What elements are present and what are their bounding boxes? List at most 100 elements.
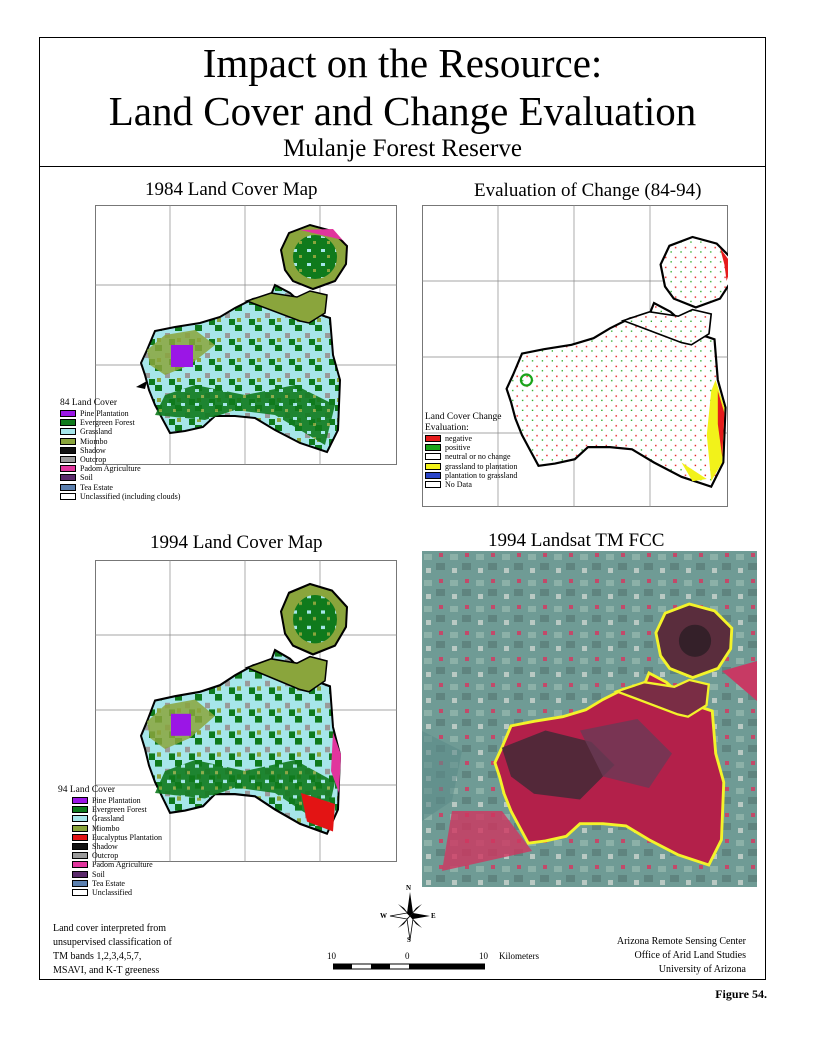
- legend-84-item: Unclassified (including clouds): [60, 492, 180, 501]
- legend-94-label: Eucalyptus Plantation: [92, 832, 162, 842]
- legend-change-swatch: [425, 435, 441, 443]
- legend-84-item: Tea Estate: [60, 483, 180, 492]
- legend-84-swatch: [60, 456, 76, 464]
- legend-94-swatch: [72, 879, 88, 887]
- legend-94-swatch: [72, 833, 88, 841]
- legend-94-item: Miombo: [72, 824, 162, 833]
- legend-94-item: Outcrop: [72, 851, 162, 860]
- note-line-2: unsupervised classification of: [53, 937, 172, 948]
- legend-change-swatch: [425, 481, 441, 489]
- legend-84-label: Unclassified (including clouds): [80, 491, 181, 501]
- legend-84-item: Miombo: [60, 437, 180, 446]
- compass-w: W: [380, 912, 387, 920]
- legend-84-label: Shadow: [80, 445, 106, 455]
- legend-change: Land Cover Change Evaluation: negative po…: [425, 412, 520, 489]
- legend-84-swatch: [60, 474, 76, 482]
- scale-bar: [333, 963, 485, 970]
- legend-94-title: 94 Land Cover: [58, 785, 115, 795]
- legend-84-swatch: [60, 446, 76, 454]
- legend-94-swatch: [72, 870, 88, 878]
- legend-84-swatch: [60, 419, 76, 427]
- legend-84-item: Pine Plantation: [60, 409, 180, 418]
- title-separator: [39, 166, 766, 167]
- compass-n: N: [406, 884, 412, 892]
- legend-94-label: Outcrop: [92, 851, 119, 861]
- panel-title-change: Evaluation of Change (84-94): [474, 180, 702, 201]
- note-line-4: MSAVI, and K-T greeness: [53, 965, 160, 976]
- legend-change-label: plantation to grassland: [445, 470, 518, 480]
- legend-94-item: Pine Plantation: [72, 796, 162, 805]
- compass-s: S: [407, 936, 411, 944]
- legend-84-swatch: [60, 437, 76, 445]
- compass-e: E: [431, 912, 436, 920]
- note-line-3: TM bands 1,2,3,4,5,7,: [53, 951, 142, 962]
- title-line-1: Impact on the Resource:: [202, 40, 603, 86]
- legend-84-swatch: [60, 428, 76, 436]
- legend-84-swatch: [60, 465, 76, 473]
- legend-94-label: Miombo: [92, 823, 120, 833]
- legend-94-label: Shadow: [92, 842, 118, 852]
- subtitle: Mulanje Forest Reserve: [283, 135, 522, 162]
- legend-94-label: Evergreen Forest: [92, 805, 147, 815]
- scale-label-left: 10: [327, 951, 336, 961]
- legend-84-item: Soil: [60, 473, 180, 482]
- legend-84-label: Miombo: [80, 436, 108, 446]
- legend-84-label: Soil: [80, 473, 93, 483]
- panel-title-1994: 1994 Land Cover Map: [150, 532, 323, 553]
- legend-change-label: neutral or no change: [445, 452, 511, 462]
- legend-change-swatch: [425, 453, 441, 461]
- legend-94-swatch: [72, 797, 88, 805]
- note-line-1: Land cover interpreted from: [53, 923, 167, 934]
- legend-84-item: Padom Agriculture: [60, 464, 180, 473]
- legend-change-item: No Data: [425, 480, 520, 489]
- legend-84-item: Grassland: [60, 427, 180, 436]
- title-line-2: Land Cover and Change Evaluation: [108, 88, 697, 134]
- legend-change-label: positive: [445, 443, 471, 453]
- legend-change-swatch: [425, 471, 441, 479]
- legend-94-swatch: [72, 852, 88, 860]
- legend-84-item: Shadow: [60, 446, 180, 455]
- legend-94-label: Pine Plantation: [92, 796, 141, 806]
- legend-94-item: Evergreen Forest: [72, 805, 162, 814]
- credit-line-3: University of Arizona: [658, 964, 746, 975]
- legend-94-swatch: [72, 861, 88, 869]
- legend-84-title: 84 Land Cover: [60, 398, 117, 408]
- legend-84-item: Evergreen Forest: [60, 418, 180, 427]
- legend-94-label: Soil: [92, 869, 105, 879]
- legend-94-item: Tea Estate: [72, 879, 162, 888]
- legend-94: 94 Land Cover Pine Plantation Evergreen F…: [58, 785, 162, 897]
- legend-94-label: Padom Agriculture: [92, 860, 153, 870]
- legend-94-swatch: [72, 843, 88, 851]
- legend-94-swatch: [72, 888, 88, 896]
- legend-change-label: negative: [445, 434, 473, 444]
- legend-change-item: plantation to grassland: [425, 471, 520, 480]
- legend-84-swatch: [60, 492, 76, 500]
- legend-change-item: negative: [425, 434, 520, 443]
- legend-94-swatch: [72, 815, 88, 823]
- legend-94-label: Grassland: [92, 814, 124, 824]
- map-1984: [95, 205, 397, 465]
- figure-label: Figure 54.: [715, 987, 767, 1001]
- legend-84-item: Outcrop: [60, 455, 180, 464]
- legend-84-swatch: [60, 483, 76, 491]
- north-arrow-icon: [389, 892, 430, 941]
- legend-84-label: Outcrop: [80, 455, 107, 465]
- map-change: [422, 205, 728, 507]
- scale-unit: Kilometers: [499, 951, 539, 961]
- legend-change-item: grassland to plantation: [425, 462, 520, 471]
- legend-94-swatch: [72, 824, 88, 832]
- legend-94-swatch: [72, 806, 88, 814]
- legend-94-label: Unclassified: [92, 887, 132, 897]
- legend-94-label: Tea Estate: [92, 878, 125, 888]
- landsat-image: [422, 551, 757, 887]
- legend-84-label: Pine Plantation: [80, 409, 129, 419]
- legend-94-item: Soil: [72, 870, 162, 879]
- scale-label-mid: 0: [405, 951, 410, 961]
- legend-change-swatch: [425, 444, 441, 452]
- panel-title-landsat: 1994 Landsat TM FCC: [488, 530, 665, 551]
- legend-change-title: Land Cover Change Evaluation:: [425, 412, 502, 433]
- credits: Arizona Remote Sensing Center Office of …: [617, 935, 746, 977]
- legend-94-item: Grassland: [72, 814, 162, 823]
- legend-change-swatch: [425, 462, 441, 470]
- legend-84-label: Grassland: [80, 427, 112, 437]
